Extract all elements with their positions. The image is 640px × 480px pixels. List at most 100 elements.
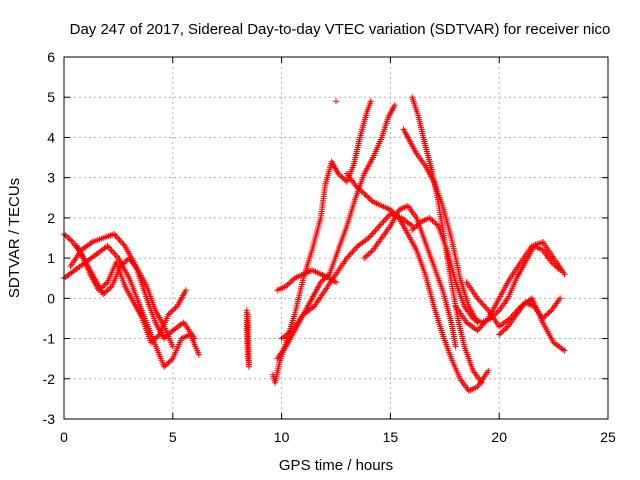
data-point (412, 224, 419, 231)
data-point (317, 279, 324, 286)
data-point (284, 281, 291, 288)
data-point (388, 208, 395, 215)
data-point (339, 174, 346, 181)
data-point (413, 222, 420, 229)
data-point (244, 311, 251, 318)
data-point (368, 231, 375, 238)
data-point (340, 176, 347, 183)
data-point (68, 237, 75, 244)
data-point (494, 308, 501, 315)
data-point (372, 227, 379, 234)
data-point (355, 185, 362, 192)
y-tick-label: 0 (47, 290, 55, 306)
data-point (479, 301, 486, 308)
data-point (500, 327, 507, 334)
data-point (367, 249, 374, 256)
data-point (349, 249, 356, 256)
data-point (346, 252, 353, 259)
data-point (123, 257, 130, 264)
data-point (546, 308, 553, 315)
data-point (153, 334, 160, 341)
data-point (432, 220, 439, 227)
x-tick-label: 5 (169, 429, 177, 445)
data-point (497, 330, 504, 337)
data-point (109, 249, 116, 256)
data-point (371, 228, 378, 235)
data-point (541, 314, 548, 321)
data-point (376, 222, 383, 229)
y-axis-label: SDTVAR / TECUs (6, 178, 23, 298)
data-point (112, 252, 119, 259)
data-point (168, 357, 175, 364)
data-point (542, 312, 549, 319)
y-tick-label: 1 (47, 250, 55, 266)
data-point (107, 284, 114, 291)
data-point (426, 214, 433, 221)
data-point (409, 226, 416, 233)
data-point (149, 338, 156, 345)
data-point (362, 253, 369, 260)
data-point (285, 280, 292, 287)
data-point (166, 310, 173, 317)
data-point (481, 302, 488, 309)
data-point (108, 247, 115, 254)
data-point (169, 307, 176, 314)
data-point (361, 190, 368, 197)
data-point (117, 238, 124, 245)
data-point (112, 232, 119, 239)
data-point (282, 283, 289, 290)
y-tick-label: -2 (43, 371, 56, 387)
data-point (364, 193, 371, 200)
data-point (433, 221, 440, 228)
data-point (365, 194, 372, 201)
data-point (499, 328, 506, 335)
data-point (104, 287, 111, 294)
data-point (171, 306, 178, 313)
data-point (430, 218, 437, 225)
plot-frame (63, 56, 609, 420)
data-point (155, 332, 162, 339)
data-point (375, 224, 382, 231)
data-point (557, 295, 564, 302)
data-point (119, 240, 126, 247)
data-point (478, 299, 485, 306)
data-point (103, 288, 110, 295)
data-point (362, 192, 369, 199)
data-point (359, 189, 366, 196)
data-point (429, 217, 436, 224)
data-point (428, 216, 435, 223)
data-point (367, 196, 374, 203)
y-tick-label: 3 (47, 170, 55, 186)
data-point (502, 326, 509, 333)
data-point (166, 358, 173, 365)
data-point (347, 250, 354, 257)
data-point (391, 102, 398, 109)
data-point (116, 237, 123, 244)
data-point (103, 280, 110, 287)
data-point (335, 170, 342, 177)
data-point (358, 188, 365, 195)
data-point (168, 308, 175, 315)
y-tick-label: 5 (47, 89, 55, 105)
data-point (364, 252, 371, 259)
data-point (63, 233, 70, 240)
data-point (169, 343, 176, 350)
data-point (101, 281, 108, 288)
data-point (368, 248, 375, 255)
data-point (367, 98, 374, 105)
data-point (319, 277, 326, 284)
data-point (172, 304, 179, 311)
x-tick-label: 20 (491, 429, 507, 445)
y-tick-label: 4 (47, 129, 55, 145)
data-point (333, 279, 339, 286)
data-point (356, 186, 363, 193)
data-point (414, 221, 421, 228)
data-point (561, 347, 568, 354)
x-tick-label: 25 (600, 429, 616, 445)
data-point (478, 379, 485, 386)
data-point (387, 206, 394, 213)
data-point (150, 336, 157, 343)
data-point (503, 324, 510, 331)
x-tick-label: 10 (274, 429, 290, 445)
